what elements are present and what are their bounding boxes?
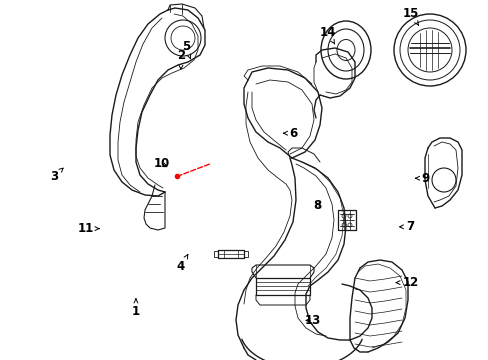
Text: 10: 10 [153,157,169,170]
Text: 7: 7 [399,220,414,233]
Text: 6: 6 [283,127,297,140]
Text: 3: 3 [50,168,63,183]
Text: 9: 9 [415,172,428,185]
Text: 2: 2 [177,49,184,69]
Text: 1: 1 [132,299,140,318]
Text: 14: 14 [319,26,335,44]
Text: 12: 12 [395,276,418,289]
Text: 4: 4 [177,255,187,273]
Text: 8: 8 [313,199,321,212]
Text: 13: 13 [304,314,321,327]
Text: 11: 11 [77,222,99,235]
Text: 5: 5 [182,40,190,59]
Text: 15: 15 [402,7,418,25]
